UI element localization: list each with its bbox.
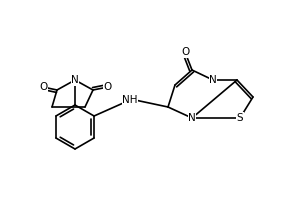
Text: S: S bbox=[237, 113, 243, 123]
Text: N: N bbox=[71, 75, 79, 85]
Text: O: O bbox=[39, 82, 47, 92]
Text: N: N bbox=[209, 75, 217, 85]
Text: O: O bbox=[104, 82, 112, 92]
Text: O: O bbox=[181, 47, 189, 57]
Text: NH: NH bbox=[122, 95, 138, 105]
Text: N: N bbox=[188, 113, 196, 123]
